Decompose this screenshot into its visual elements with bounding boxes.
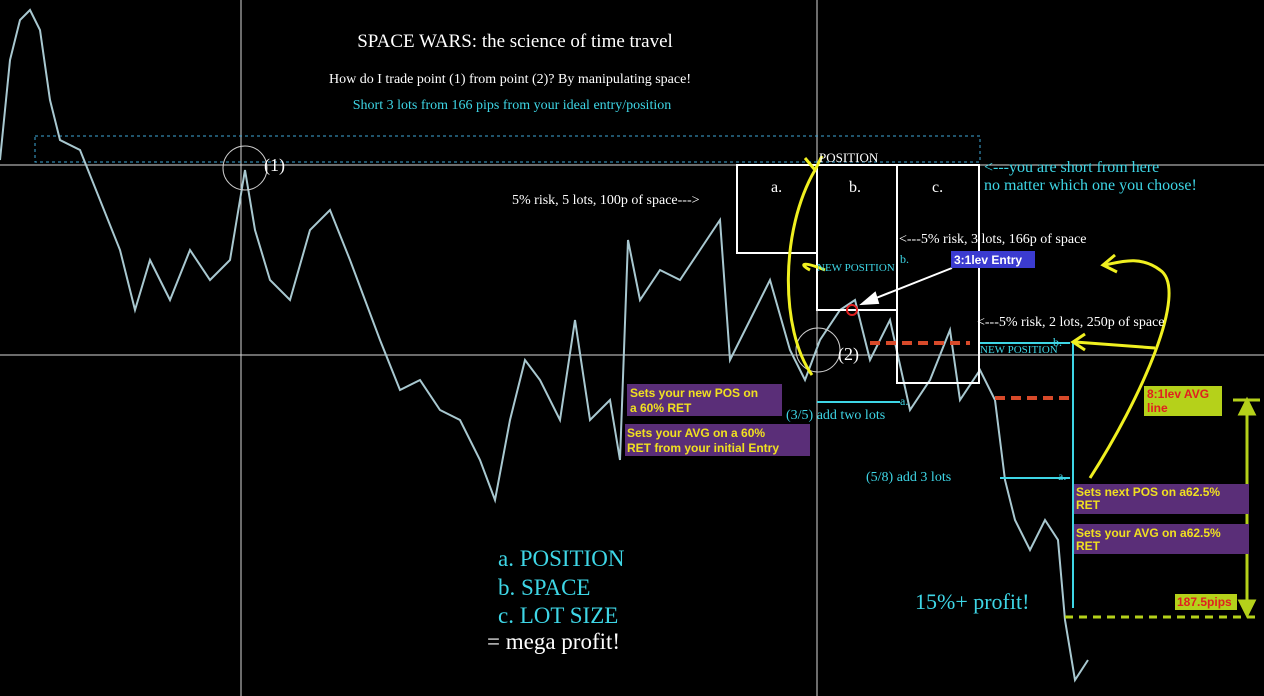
point-circle bbox=[222, 145, 268, 191]
box-label: a. bbox=[771, 179, 782, 196]
note: b. bbox=[1053, 335, 1062, 349]
note: 8:1lev AVG line bbox=[1147, 387, 1209, 415]
arrows bbox=[786, 155, 1171, 479]
price-line bbox=[0, 8, 1089, 683]
range-box bbox=[34, 135, 981, 163]
point-circle bbox=[795, 327, 841, 373]
profit: 15%+ profit! bbox=[915, 589, 1029, 614]
point-label: (2) bbox=[838, 344, 859, 365]
note: Sets your AVG on a62.5% RET bbox=[1076, 526, 1221, 553]
entry-marker bbox=[846, 304, 858, 316]
note: (3/5) add two lots bbox=[786, 408, 885, 423]
note: a. bbox=[1058, 469, 1066, 483]
note: <---5% risk, 3 lots, 166p of space bbox=[899, 232, 1087, 247]
note: NEW POSITION bbox=[817, 262, 895, 274]
recipe: a. POSITION b. SPACE c. LOT SIZE = mega … bbox=[487, 546, 630, 654]
instruction: Short 3 lots from 166 pips from your ide… bbox=[353, 98, 671, 113]
note: (5/8) add 3 lots bbox=[866, 470, 951, 485]
point-label: (1) bbox=[264, 155, 285, 176]
box-label: b. bbox=[849, 179, 861, 196]
question: How do I trade point (1) from point (2)?… bbox=[329, 72, 691, 87]
note: b. bbox=[900, 252, 909, 266]
note: a. bbox=[900, 394, 908, 408]
entry-label: 3:1lev Entry bbox=[954, 253, 1022, 267]
note: Sets next POS on a62.5% RET bbox=[1076, 485, 1220, 512]
note: Sets your AVG on a 60% RET from your init… bbox=[627, 426, 779, 455]
label-backgrounds bbox=[625, 251, 1249, 610]
note: 5% risk, 5 lots, 100p of space---> bbox=[512, 193, 700, 208]
levels bbox=[817, 342, 1074, 608]
entry-arrow bbox=[859, 267, 953, 306]
title: SPACE WARS: the science of time travel bbox=[357, 31, 673, 52]
note: NEW POSITION bbox=[980, 344, 1058, 356]
pips: 187.5pips bbox=[1177, 595, 1232, 609]
note: <---5% risk, 2 lots, 250p of space bbox=[977, 315, 1165, 330]
note: <---you are short from here no matter whi… bbox=[984, 159, 1197, 194]
note: Sets your new POS on a 60% RET bbox=[630, 386, 758, 415]
box-label: c. bbox=[932, 179, 943, 196]
box-heading: POSITION bbox=[819, 150, 879, 165]
